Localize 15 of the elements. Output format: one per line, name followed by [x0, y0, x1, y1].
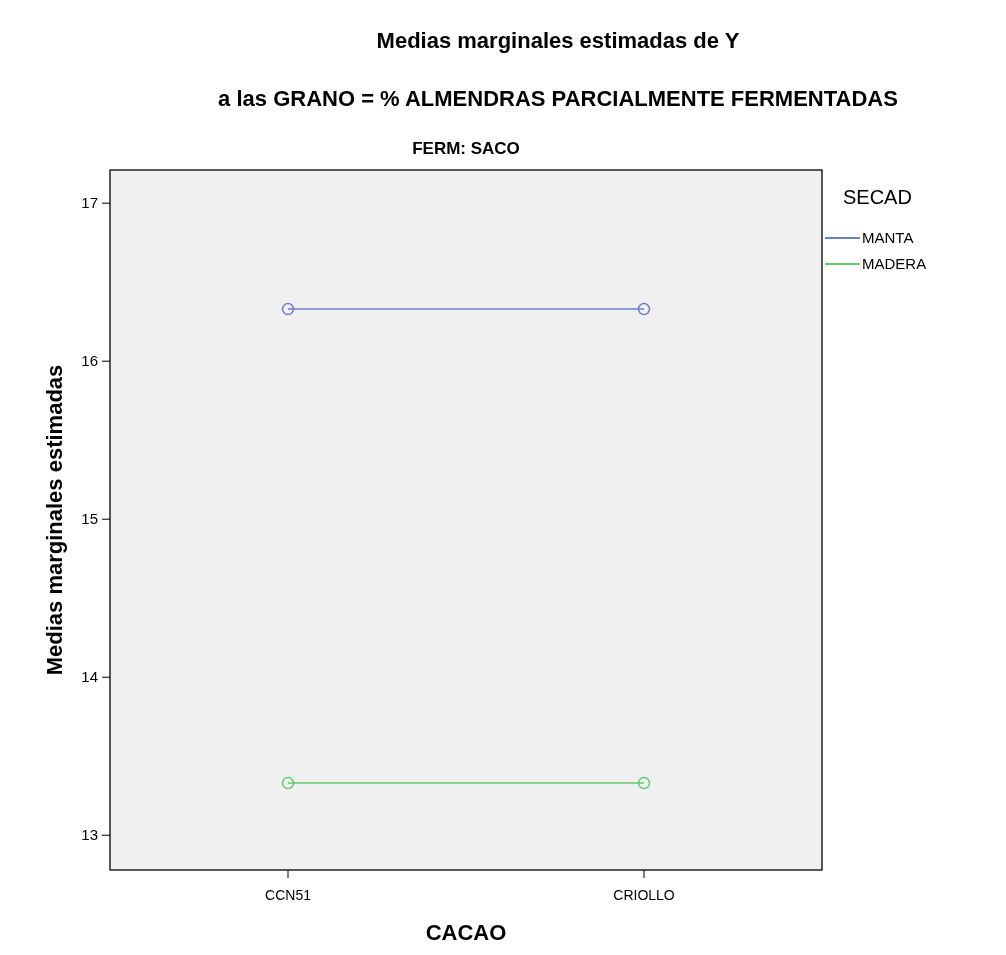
legend-title: SECAD — [843, 186, 912, 208]
text: FERM: SACO — [412, 139, 520, 158]
chart-title: Medias marginales estimadas de Y — [376, 28, 740, 53]
legend-label: MANTA — [862, 229, 914, 247]
x-tick-label: CCN51 — [265, 887, 312, 903]
y-tick-label: 15 — [81, 510, 98, 528]
y-tick-label: 14 — [81, 668, 98, 686]
chart-subtitle: a las GRANO = % ALMENDRAS PARCIALMENTE FERMENTADAS — [218, 86, 898, 111]
y-tick-label: 13 — [81, 826, 98, 844]
y-tick-label: 16 — [81, 352, 98, 370]
x-tick-label: CRIOLLO — [613, 887, 675, 903]
x-axis-title: CACAO — [425, 920, 507, 945]
legend-label: MADERA — [862, 255, 927, 273]
y-tick-label: 17 — [81, 194, 98, 212]
y-axis-title: Medias marginales estimadas — [42, 364, 67, 676]
